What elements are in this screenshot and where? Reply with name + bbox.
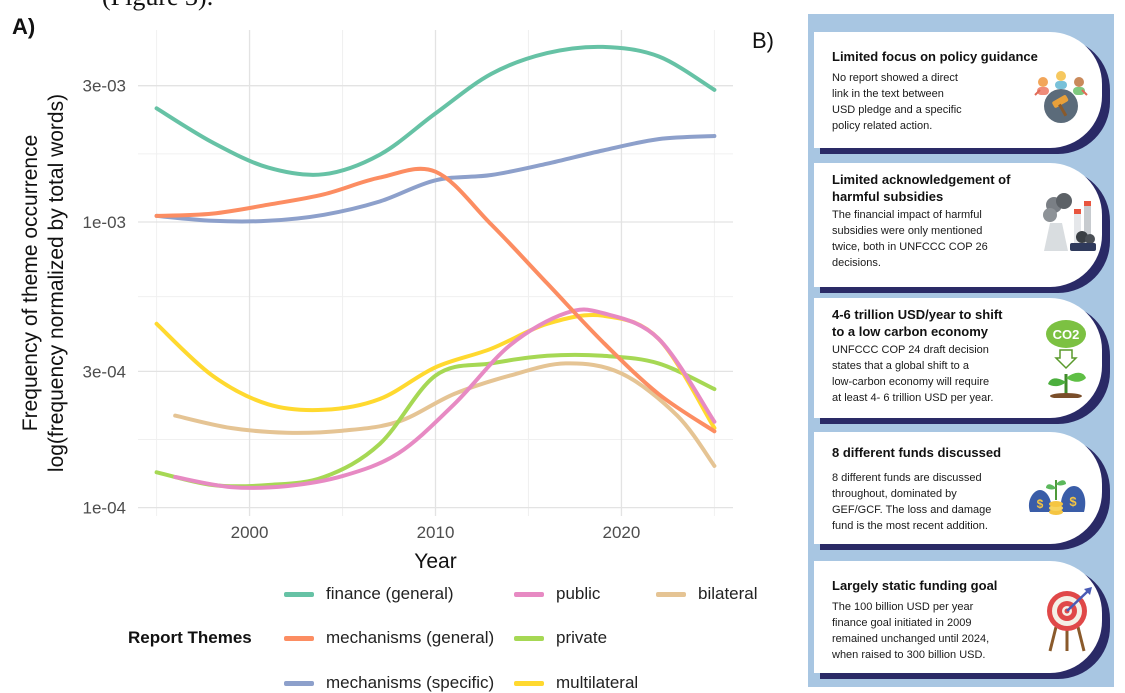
header-fragment: (Figure 3).	[102, 0, 213, 12]
card-body-line: UNFCCC COP 24 draft decision	[832, 344, 989, 356]
card-body: The 100 billion USD per year finance goa…	[832, 599, 989, 663]
y-axis-title-line1: Frequency of theme occurrence	[19, 135, 42, 431]
card-policy-guidance: Limited focus on policy guidance No repo…	[814, 32, 1102, 148]
x-tick-label: 2010	[417, 523, 455, 542]
target-arrow-icon	[1047, 587, 1092, 652]
card-body-line: fund is the most recent addition.	[832, 520, 988, 532]
card-body-line: The 100 billion USD per year	[832, 601, 974, 613]
series-line-mechanisms-general	[154, 166, 717, 434]
money-bags-icon: $ $	[1028, 480, 1086, 515]
panel-b-label: B)	[752, 28, 774, 53]
y-tick-label: 3e-04	[83, 362, 126, 381]
card-body-line: The financial impact of harmful	[832, 209, 982, 221]
card-body: UNFCCC COP 24 draft decision states that…	[832, 342, 993, 406]
svg-text:$: $	[1069, 494, 1077, 509]
policy-gavel-people-icon	[1034, 71, 1088, 123]
card-body-line: at least 4- 6 trillion USD per year.	[832, 392, 994, 404]
card-title: Limited acknowledgement of harmful subsi…	[832, 171, 1010, 205]
series-line-public	[173, 307, 717, 490]
card-body-line: throughout, dominated by	[832, 488, 957, 500]
card-title-line: harmful subsidies	[832, 189, 944, 204]
series-line-bilateral	[173, 361, 717, 468]
x-tick-label: 2020	[603, 523, 641, 542]
co2-label: CO2	[1053, 327, 1080, 342]
card-body-line: GEF/GCF. The loss and damage	[832, 504, 992, 516]
y-axis-title-line2: log(frequency normalized by total words)	[45, 94, 68, 472]
card-static-goal: Largely static funding goal The 100 bill…	[814, 561, 1102, 673]
card-body-line: states that a global shift to a	[832, 360, 969, 372]
card-title-line: Limited acknowledgement of	[832, 172, 1011, 187]
series-lines	[154, 44, 717, 490]
y-tick-label: 3e-03	[83, 77, 126, 96]
card-harmful-subsidies: Limited acknowledgement of harmful subsi…	[814, 163, 1102, 287]
card-title: Limited focus on policy guidance	[832, 49, 1038, 64]
card-body-line: low-carbon economy will require	[832, 376, 990, 388]
card-body: No report showed a direct link in the te…	[832, 70, 962, 134]
card-body-line: 8 different funds are discussed	[832, 472, 982, 484]
card-body-line: link in the text between	[832, 88, 944, 100]
factory-pollution-icon	[1043, 193, 1096, 251]
summary-panel: Limited focus on policy guidance No repo…	[808, 14, 1114, 687]
series-line-mechanisms-specific	[154, 134, 717, 224]
card-body: The financial impact of harmful subsidie…	[832, 207, 988, 271]
card-low-carbon-shift: 4-6 trillion USD/year to shift to a low …	[814, 298, 1102, 418]
card-body-line: remained unchanged until 2024,	[832, 633, 990, 645]
series-line-finance-general	[154, 44, 717, 177]
panel-a-label: A)	[12, 14, 36, 39]
x-tick-label: 2000	[231, 523, 269, 542]
card-title-line: 4-6 trillion USD/year to shift	[832, 307, 1003, 322]
tick-labels: 1e-04 3e-04 1e-03 3e-03 2000 2010 2020	[83, 77, 641, 542]
grid	[138, 30, 733, 516]
y-tick-label: 1e-04	[83, 499, 126, 518]
card-funds-discussed: 8 different funds discussed 8 different …	[814, 432, 1102, 544]
co2-plant-icon: CO2	[1046, 320, 1086, 398]
card-body-line: finance goal initiated in 2009	[832, 617, 972, 629]
x-axis-title: Year	[414, 550, 456, 573]
card-body-line: decisions.	[832, 257, 881, 269]
line-chart: 1e-04 3e-04 1e-03 3e-03 2000 2010 2020 Year Fr…	[19, 30, 733, 573]
card-body-line: No report showed a direct	[832, 72, 958, 84]
card-title: 4-6 trillion USD/year to shift to a low …	[832, 306, 1002, 340]
y-tick-label: 1e-03	[83, 213, 126, 232]
card-body-line: twice, both in UNFCCC COP 26	[832, 241, 988, 253]
card-body-line: when raised to 300 billion USD.	[832, 649, 986, 661]
card-title: Largely static funding goal	[832, 578, 998, 593]
card-body-line: policy related action.	[832, 120, 933, 132]
svg-text:$: $	[1037, 497, 1044, 511]
card-title: 8 different funds discussed	[832, 445, 1002, 460]
card-title-line: to a low carbon economy	[832, 324, 989, 339]
card-body-line: USD pledge and a specific	[832, 104, 962, 116]
card-body-line: subsidies were only mentioned	[832, 225, 983, 237]
card-body: 8 different funds are discussed througho…	[832, 470, 991, 534]
